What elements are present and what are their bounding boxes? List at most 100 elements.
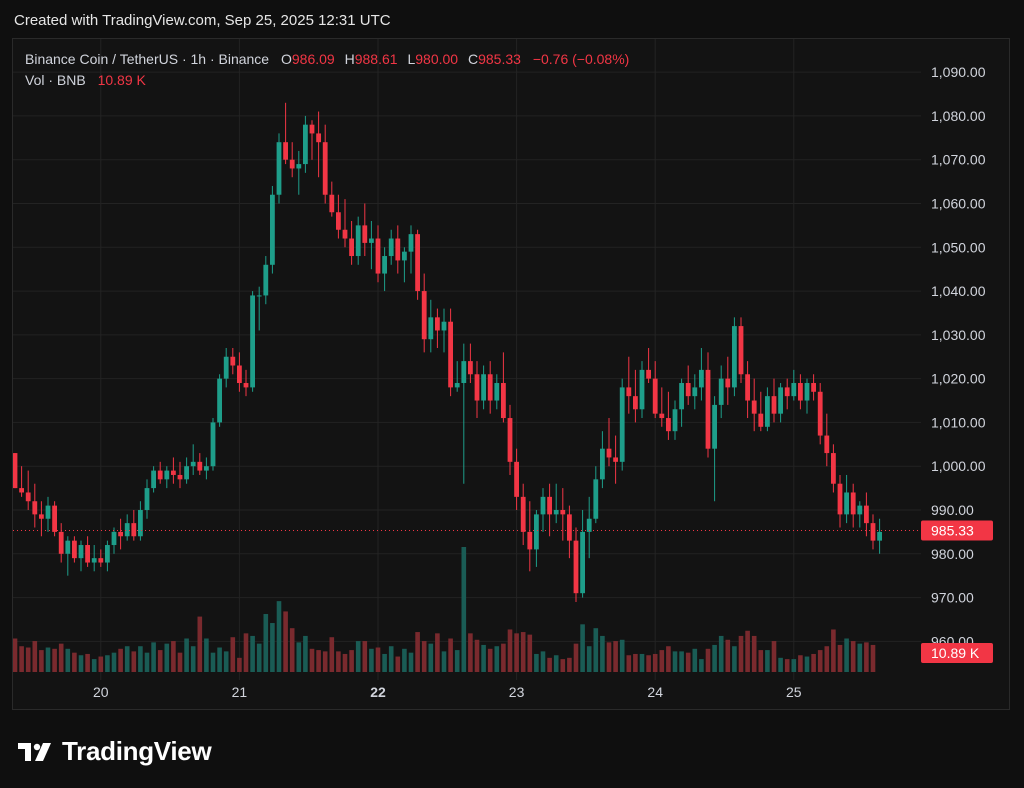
candle-body (487, 374, 493, 401)
volume-bar (837, 644, 843, 672)
close-label: C (467, 51, 479, 67)
candle-body (593, 479, 599, 519)
volume-bar (388, 646, 394, 672)
price-tick-label: 1,070.00 (931, 152, 986, 168)
volume-bar (78, 655, 84, 672)
candle-body (811, 383, 816, 392)
volume-bar (25, 647, 31, 672)
candle-body (421, 291, 427, 340)
candle-body (415, 234, 420, 292)
volume-bar (362, 641, 368, 672)
candle-body (289, 159, 295, 169)
price-tick-label: 1,040.00 (931, 283, 986, 299)
volume-bar (844, 638, 849, 672)
volume-bar (784, 659, 790, 672)
high-label: H (344, 51, 355, 67)
candle-body (560, 509, 566, 515)
volume-bar (738, 635, 744, 672)
candle-body (791, 383, 797, 397)
volume-bar (237, 657, 242, 672)
candle-body (157, 470, 163, 480)
candle-body (850, 492, 856, 515)
candle-body (355, 225, 361, 257)
candle-body (131, 523, 137, 537)
candle-body (481, 374, 486, 401)
candle-body (732, 326, 737, 388)
volume-bar (659, 650, 665, 672)
candle-body (857, 505, 863, 515)
volume-bar (725, 639, 731, 672)
last-volume-tag (921, 643, 993, 663)
candle-body (738, 326, 744, 375)
volume-bar (857, 643, 863, 672)
volume-bar (619, 639, 625, 672)
volume-bar (296, 642, 302, 672)
volume-bar (745, 630, 750, 672)
volume-bar (850, 641, 856, 672)
candle-body (303, 124, 308, 165)
price-tick-label: 1,000.00 (931, 458, 986, 474)
tradingview-logo[interactable]: TradingView (16, 736, 212, 767)
candle-body (375, 238, 381, 274)
candle-body (204, 466, 209, 471)
volume-bar (408, 652, 414, 672)
candle-body (613, 457, 618, 462)
price-tick-label: 1,050.00 (931, 239, 986, 255)
volume-bar (289, 628, 295, 672)
candle-body (435, 317, 440, 331)
chart-panel[interactable]: 1,090.00 1,080.00 1,070.00 1,060.00 1,050.00… (12, 38, 1010, 710)
candle-body (468, 361, 473, 375)
volume-bar (461, 547, 467, 672)
brand-name: TradingView (62, 736, 212, 766)
candle-body (223, 356, 229, 379)
volume-bar (514, 633, 519, 672)
volume-bar (342, 653, 348, 672)
volume-bar (230, 637, 236, 672)
close-value: 985.33 (478, 51, 521, 67)
candle-body (256, 295, 262, 297)
volume-bar (778, 657, 783, 672)
candle-body (639, 369, 645, 410)
candle-body (144, 488, 150, 510)
candlestick-chart[interactable]: 1,090.00 1,080.00 1,070.00 1,060.00 1,050.00… (13, 39, 1009, 709)
candle-body (586, 518, 592, 532)
volume-bar (639, 653, 645, 672)
volume-bar (309, 648, 315, 672)
price-tick-label: 1,010.00 (931, 414, 986, 430)
price-tick-label: 1,080.00 (931, 108, 986, 124)
volume-bar (105, 655, 110, 672)
volume-bar (613, 641, 618, 672)
volume-bar (758, 650, 764, 672)
volume-bar (435, 633, 440, 672)
volume-value: 10.89 K (97, 72, 146, 88)
volume-bar (646, 655, 651, 672)
volume-bar (177, 652, 183, 672)
volume-bar (732, 646, 737, 672)
candle-body (270, 194, 275, 265)
time-tick-label: 21 (232, 684, 248, 700)
candles (13, 102, 882, 602)
time-tick-label: 24 (647, 684, 663, 700)
candle-body (580, 531, 585, 594)
price-tick-label: 990.00 (931, 502, 974, 518)
candle-body (402, 251, 407, 261)
volume-bar (204, 638, 209, 672)
candle-body (831, 453, 836, 484)
candle-body (765, 396, 770, 427)
volume-bar (111, 652, 117, 672)
volume-bar (270, 623, 275, 672)
volume-bar (580, 624, 585, 672)
last-volume-label: 10.89 K (931, 645, 980, 661)
volume-bar (712, 644, 717, 672)
volume-bar (666, 646, 671, 672)
candle-body (771, 396, 777, 414)
open-value: 986.09 (291, 51, 335, 67)
volume-bar (791, 659, 797, 672)
candle-body (197, 461, 203, 471)
candle-body (837, 483, 843, 515)
candle-body (329, 194, 335, 213)
volume-label: Vol · BNB (25, 72, 86, 88)
candle-body (309, 124, 315, 134)
volume-bar (527, 634, 533, 672)
candle-body (25, 492, 31, 502)
